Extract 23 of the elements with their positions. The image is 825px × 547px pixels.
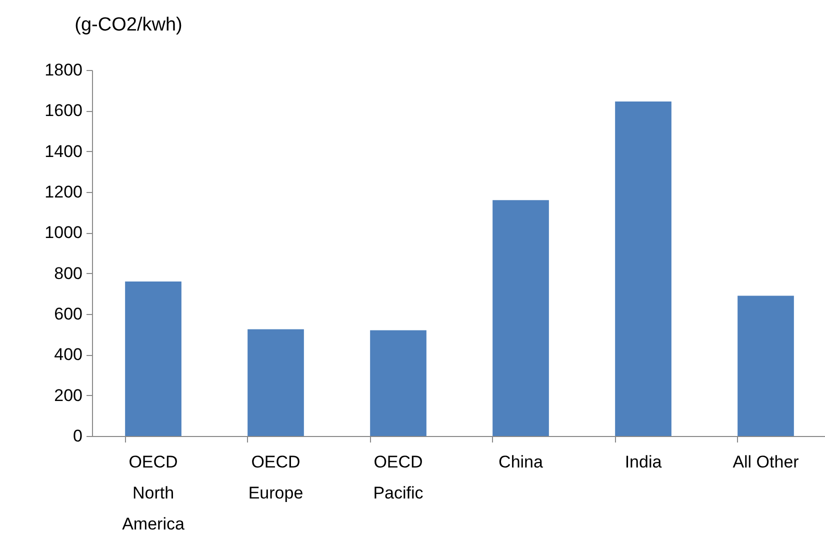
bar	[492, 200, 549, 436]
y-tick-label: 1600	[44, 101, 82, 120]
bar	[248, 329, 304, 436]
x-tick-label: OECD North America	[122, 452, 185, 534]
x-tick-label: India	[624, 452, 662, 472]
y-tick-label: 800	[54, 264, 82, 283]
y-tick-label: 1400	[44, 142, 82, 161]
y-tick-label: 1000	[44, 223, 82, 242]
bar	[370, 330, 426, 436]
x-tick-label: China	[498, 452, 544, 472]
y-tick-label: 600	[54, 304, 82, 324]
x-tick-label: All Other	[732, 452, 800, 472]
y-tick-label: 0	[73, 426, 82, 446]
y-tick-label: 1200	[44, 182, 82, 202]
y-axis-title: (g-CO2/kwh)	[74, 14, 182, 36]
bar	[738, 296, 794, 436]
bar	[615, 102, 672, 436]
y-tick-label: 1800	[44, 60, 82, 80]
y-tick-label: 200	[54, 386, 82, 405]
x-tick-label: OECD Europe	[248, 452, 304, 502]
bar	[125, 281, 182, 436]
y-tick-label: 400	[54, 345, 82, 364]
x-tick-label: OECD Pacific	[373, 452, 424, 502]
